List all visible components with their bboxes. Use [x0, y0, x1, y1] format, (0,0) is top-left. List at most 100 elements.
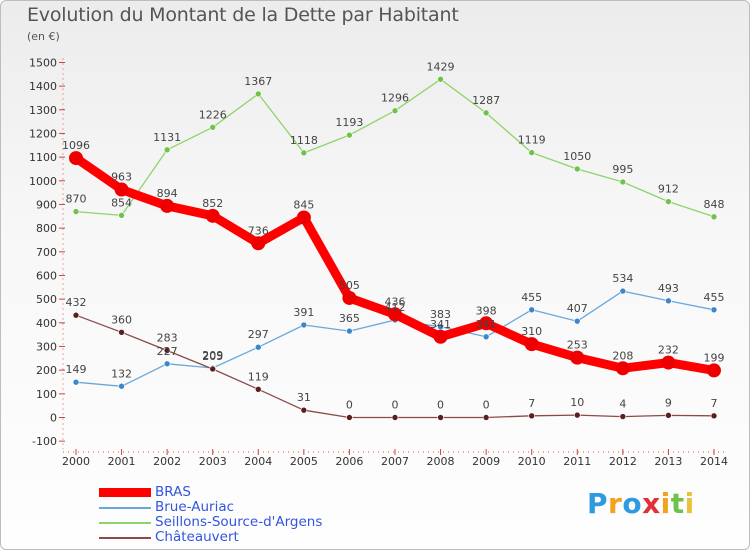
- point-brue-auriac: [619, 287, 627, 295]
- data-label-brue-auriac: 365: [339, 312, 360, 325]
- point-seillons-source-d-argens: [391, 107, 399, 115]
- data-label-brue-auriac: 132: [111, 367, 132, 380]
- axes: -100010020030040050060070080090010001100…: [29, 56, 728, 468]
- data-label-bras: 341: [430, 318, 451, 331]
- y-tick-label: 800: [36, 222, 57, 235]
- data-label-brue-auriac: 407: [567, 302, 588, 315]
- legend-swatch-bras: [99, 488, 151, 497]
- point-ch-teauvert: [346, 414, 353, 421]
- point-ch-teauvert: [573, 411, 581, 419]
- data-label-ch-teauvert: 0: [346, 399, 353, 412]
- data-label-brue-auriac: 455: [521, 291, 542, 304]
- y-tick-label: 100: [36, 388, 57, 401]
- point-seillons-source-d-argens: [209, 124, 217, 131]
- point-seillons-source-d-argens: [482, 109, 490, 117]
- point-seillons-source-d-argens: [573, 165, 581, 173]
- data-label-seillons-source-d-argens: 1296: [381, 92, 409, 105]
- point-seillons-source-d-argens: [72, 208, 80, 215]
- logo-letter: i: [660, 487, 671, 520]
- point-bras: [69, 151, 83, 166]
- data-label-bras: 845: [293, 198, 314, 211]
- data-label-brue-auriac: 493: [658, 282, 679, 295]
- data-label-seillons-source-d-argens: 854: [111, 196, 132, 209]
- logo-letter: P: [587, 487, 609, 520]
- x-tick-label: 2006: [335, 455, 363, 468]
- point-bras: [342, 290, 357, 305]
- y-tick-label: 1400: [29, 80, 57, 93]
- point-seillons-source-d-argens: [300, 149, 308, 157]
- chart-title: Evolution du Montant de la Dette par Hab…: [27, 4, 459, 26]
- logo-letter: x: [642, 487, 661, 520]
- y-tick-label: 300: [36, 340, 57, 353]
- point-ch-teauvert: [300, 406, 308, 414]
- data-label-ch-teauvert: 10: [570, 396, 584, 409]
- point-bras: [433, 329, 448, 344]
- point-seillons-source-d-argens: [346, 131, 353, 139]
- legend-swatch-chateauvert: [99, 537, 151, 539]
- legend-swatch-brue-auriac: [99, 507, 151, 509]
- point-brue-auriac: [665, 297, 672, 305]
- data-label-brue-auriac: 149: [66, 363, 87, 376]
- point-seillons-source-d-argens: [118, 212, 125, 219]
- point-bras: [615, 361, 630, 376]
- legend-label-bras: BRAS: [155, 484, 191, 500]
- point-ch-teauvert: [437, 414, 444, 421]
- y-tick-label: 900: [36, 198, 57, 211]
- x-tick-label: 2013: [654, 455, 682, 468]
- point-ch-teauvert: [528, 412, 536, 420]
- y-tick-label: -100: [32, 435, 57, 448]
- data-label-bras: 310: [521, 325, 542, 338]
- point-ch-teauvert: [72, 311, 80, 319]
- logo-letter: i: [684, 487, 695, 520]
- y-tick-label: 700: [36, 246, 57, 259]
- point-ch-teauvert: [710, 412, 718, 420]
- legend-swatch-seillons: [99, 522, 151, 524]
- y-tick-label: 600: [36, 269, 57, 282]
- data-label-seillons-source-d-argens: 1429: [427, 60, 455, 73]
- data-label-bras: 1096: [62, 139, 90, 152]
- data-label-ch-teauvert: 0: [391, 399, 398, 412]
- y-tick-label: 500: [36, 293, 57, 306]
- data-label-ch-teauvert: 119: [248, 370, 269, 383]
- data-label-seillons-source-d-argens: 1287: [472, 94, 500, 107]
- data-label-ch-teauvert: 283: [157, 332, 178, 345]
- point-bras: [570, 350, 585, 365]
- data-label-bras: 199: [703, 351, 724, 364]
- data-label-brue-auriac: 341: [476, 318, 497, 331]
- point-bras: [661, 355, 676, 370]
- data-label-seillons-source-d-argens: 912: [658, 183, 679, 196]
- data-label-brue-auriac: 455: [703, 291, 724, 304]
- logo-letter: r: [608, 487, 623, 520]
- point-bras: [114, 182, 129, 197]
- data-label-bras: 436: [384, 295, 405, 308]
- point-ch-teauvert: [619, 413, 627, 420]
- point-brue-auriac: [163, 360, 171, 368]
- data-label-seillons-source-d-argens: 1131: [153, 131, 181, 144]
- point-bras: [524, 337, 539, 352]
- point-seillons-source-d-argens: [528, 149, 536, 156]
- chart-unit: (en €): [27, 30, 60, 43]
- y-tick-label: 1100: [29, 151, 57, 164]
- point-bras: [706, 363, 721, 378]
- x-tick-label: 2000: [62, 455, 90, 468]
- x-tick-label: 2003: [199, 455, 227, 468]
- data-label-bras: 852: [202, 197, 223, 210]
- data-label-bras: 253: [567, 339, 588, 352]
- data-labels-layer: 870 854 1131 1226 1367 1118 1193 1296 1429 1287 11…: [62, 60, 724, 411]
- point-bras: [251, 236, 266, 251]
- point-bras: [387, 307, 402, 322]
- point-ch-teauvert: [665, 412, 672, 419]
- data-label-brue-auriac: 383: [430, 308, 451, 321]
- x-tick-label: 2008: [427, 455, 455, 468]
- y-tick-label: 1500: [29, 56, 57, 69]
- data-label-brue-auriac: 391: [293, 306, 314, 319]
- x-tick-label: 2004: [244, 455, 272, 468]
- y-tick-label: 1300: [29, 104, 57, 117]
- legend-label-chateauvert: Châteauvert: [155, 529, 239, 545]
- point-brue-auriac: [118, 382, 125, 390]
- x-tick-label: 2002: [153, 455, 181, 468]
- point-seillons-source-d-argens: [710, 213, 718, 221]
- y-tick-label: 200: [36, 364, 57, 377]
- series-layer: [69, 75, 721, 421]
- point-seillons-source-d-argens: [665, 198, 672, 205]
